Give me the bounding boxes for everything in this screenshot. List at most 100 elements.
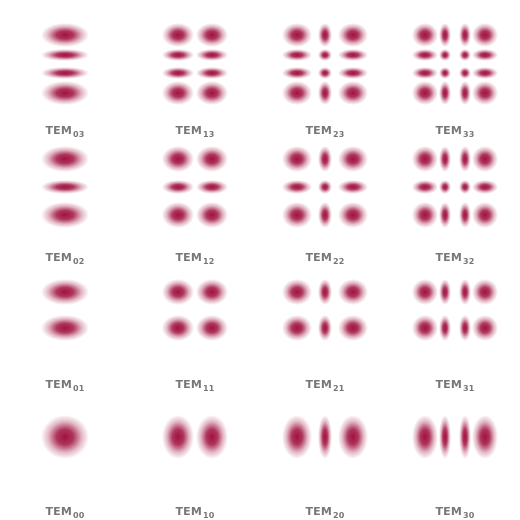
mode-pattern-tem21 [260,254,390,384]
intensity-lobe [459,202,471,228]
intensity-lobe [472,67,498,79]
intensity-lobe [282,49,312,61]
mode-label-index: 32 [463,257,475,266]
intensity-lobe [318,49,332,61]
intensity-lobe [439,415,451,459]
intensity-lobe [282,67,312,79]
intensity-lobe [318,81,332,105]
mode-pattern-tem22 [260,127,390,257]
intensity-lobe [412,146,438,172]
mode-label-text: TEM [175,378,203,391]
intensity-lobe [41,81,89,105]
intensity-lobe [282,146,312,172]
mode-label-tem33: TEM33 [390,124,520,139]
intensity-lobe [439,146,451,172]
intensity-pattern [41,23,89,105]
mode-label-tem22: TEM22 [260,251,390,266]
intensity-lobe [41,180,89,194]
intensity-pattern [162,146,228,228]
intensity-pattern [162,279,228,341]
intensity-lobe [459,67,471,79]
mode-label-index: 21 [333,384,345,393]
intensity-lobe [439,67,451,79]
mode-label-index: 22 [333,257,345,266]
intensity-pattern [41,415,89,459]
intensity-lobe [459,49,471,61]
intensity-lobe [41,315,89,341]
mode-label-tem00: TEM00 [0,505,130,520]
intensity-lobe [439,279,451,305]
mode-label-text: TEM [435,378,463,391]
mode-cell-tem11: TEM11 [130,254,260,393]
intensity-lobe [162,315,194,341]
mode-cell-tem30: TEM 30 [390,381,520,520]
intensity-lobe [338,67,368,79]
mode-cell-tem02: TEM02 [0,127,130,266]
intensity-lobe [412,279,438,305]
intensity-pattern [41,146,89,228]
mode-cell-tem31: TEM31 [390,254,520,393]
intensity-lobe [338,180,368,194]
mode-label-text: TEM [175,505,203,518]
intensity-lobe [196,315,228,341]
mode-label-index: 03 [73,130,85,139]
mode-pattern-tem01 [0,254,130,384]
mode-cell-tem03: TEM03 [0,0,130,139]
mode-label-text: TEM [45,251,73,264]
intensity-lobe [459,180,471,194]
mode-label-text: TEM [305,124,333,137]
mode-label-tem13: TEM13 [130,124,260,139]
intensity-lobe [412,49,438,61]
intensity-lobe [412,81,438,105]
intensity-lobe [472,81,498,105]
intensity-lobe [196,23,228,47]
intensity-lobe [318,146,332,172]
mode-pattern-tem30 [390,381,520,511]
mode-pattern-tem32 [390,127,520,257]
mode-label-tem20: TEM20 [260,505,390,520]
intensity-lobe [439,49,451,61]
mode-label-index: 00 [73,511,85,520]
intensity-lobe [338,49,368,61]
intensity-lobe [318,202,332,228]
mode-cell-tem33: TEM33 [390,0,520,139]
intensity-lobe [338,202,368,228]
intensity-lobe [41,146,89,172]
intensity-lobe [338,279,368,305]
mode-label-index: 30 [463,511,475,520]
intensity-lobe [282,279,312,305]
intensity-lobe [472,315,498,341]
mode-label-tem31: TEM31 [390,378,520,393]
intensity-lobe [412,23,438,47]
intensity-lobe [412,67,438,79]
mode-label-text: TEM [435,251,463,264]
intensity-lobe [439,180,451,194]
mode-label-text: TEM [45,505,73,518]
intensity-lobe [196,49,228,61]
intensity-lobe [459,415,471,459]
intensity-lobe [162,67,194,79]
intensity-pattern [282,279,368,341]
intensity-lobe [412,415,438,459]
mode-pattern-tem02 [0,127,130,257]
mode-cell-tem00: TEM00 [0,381,130,520]
intensity-pattern [41,279,89,341]
intensity-pattern [162,415,228,459]
intensity-lobe [41,415,89,459]
intensity-lobe [41,202,89,228]
mode-pattern-tem33 [390,0,520,130]
mode-pattern-tem20 [260,381,390,511]
intensity-lobe [162,49,194,61]
mode-label-index: 11 [203,384,215,393]
mode-cell-tem10: TEM10 [130,381,260,520]
intensity-lobe [472,202,498,228]
intensity-lobe [439,202,451,228]
mode-label-text: TEM [45,378,73,391]
mode-label-tem32: TEM32 [390,251,520,266]
mode-label-tem21: TEM21 [260,378,390,393]
intensity-lobe [196,279,228,305]
intensity-lobe [472,146,498,172]
mode-label-text: TEM [175,124,203,137]
intensity-lobe [338,315,368,341]
mode-pattern-tem13 [130,0,260,130]
